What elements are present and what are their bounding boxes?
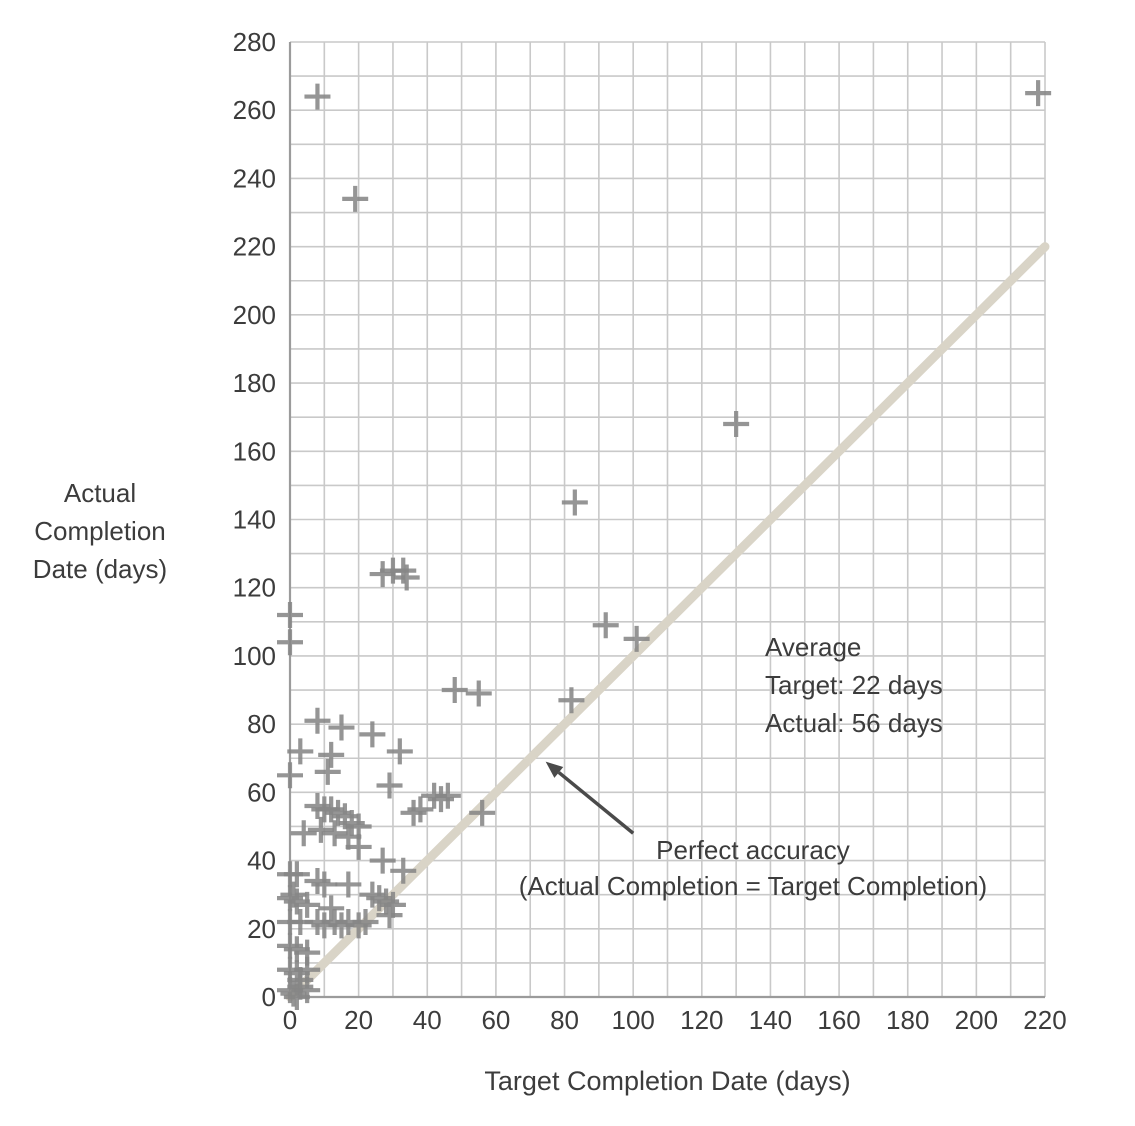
x-axis-title: Target Completion Date (days) [484,1066,851,1096]
data-point-marker [345,833,372,860]
data-point-marker [393,564,420,591]
average-stats-block: Average Target: 22 days Actual: 56 days [765,628,943,742]
y-tick-label: 280 [233,27,276,57]
y-tick-label: 60 [247,777,276,807]
y-axis-title: Actual Completion Date (days) [0,474,200,588]
data-point-marker [277,629,303,656]
data-point-marker [407,796,434,823]
data-point-marker [469,799,496,826]
perfect-accuracy-annotation: Perfect accuracy (Actual Completion = Ta… [448,832,1058,904]
data-point-marker [723,411,750,437]
annotation-line-1: Perfect accuracy [656,835,850,865]
data-point-marker [283,861,310,888]
y-tick-label: 140 [233,505,276,535]
y-tick-label: 80 [247,709,276,739]
data-point-marker [277,885,303,912]
data-point-marker [386,738,413,765]
y-axis-title-line: Date (days) [32,554,168,584]
x-tick-label: 0 [283,1005,297,1035]
data-point-marker [304,707,331,734]
data-point-marker [321,820,348,847]
x-tick-label: 100 [611,1005,654,1035]
data-point-marker [304,83,331,110]
data-point-marker [294,891,321,918]
x-tick-label: 40 [413,1005,442,1035]
y-tick-label: 200 [233,300,276,330]
data-point-marker [335,871,362,898]
annotation-line-2: (Actual Completion = Target Completion) [518,871,988,901]
y-tick-label: 120 [233,573,276,603]
average-actual-value: Actual: 56 days [765,708,943,738]
data-point-marker [376,902,403,929]
y-tick-label: 20 [247,914,276,944]
y-tick-label: 160 [233,436,276,466]
data-point-marker [623,625,650,652]
data-point-marker [283,984,310,1010]
x-tick-label: 160 [817,1005,860,1035]
x-tick-label: 80 [550,1005,579,1035]
data-point-marker [592,612,619,639]
y-axis-title-line: Completion [34,516,166,546]
x-tick-label: 220 [1023,1005,1066,1035]
y-axis-title-line: Actual [63,478,137,508]
y-tick-label: 260 [233,95,276,125]
data-point-marker [277,762,303,789]
average-target-value: Target: 22 days [765,670,943,700]
annotation-arrow-head [545,761,564,778]
data-point-marker [318,895,345,922]
data-point-marker [277,602,303,628]
data-point-marker [359,721,386,748]
y-tick-label: 180 [233,368,276,398]
data-point-marker [434,782,461,809]
data-point-marker [1025,80,1052,107]
data-point-marker [441,677,468,704]
data-point-marker [400,799,427,826]
data-point-marker [390,857,417,884]
data-point-marker [307,816,334,843]
y-tick-label: 0 [262,982,276,1012]
average-label: Average [765,632,862,662]
x-tick-label: 120 [680,1005,723,1035]
data-points [277,80,1052,1010]
y-tick-label: 100 [233,641,276,671]
data-point-marker [318,741,345,768]
data-point-marker [369,847,396,874]
data-point-marker [290,820,317,847]
data-point-marker [277,932,303,959]
y-tick-label: 240 [233,163,276,193]
data-point-marker [561,489,588,516]
x-tick-label: 180 [886,1005,929,1035]
data-point-marker [352,908,379,935]
annotation-arrow-shaft [557,771,635,835]
data-point-marker [328,714,355,741]
data-point-marker [376,772,403,799]
y-tick-label: 40 [247,846,276,876]
data-point-marker [314,758,341,785]
data-point-marker [304,868,331,895]
data-point-marker [311,871,338,898]
data-point-marker [304,793,331,819]
x-tick-label: 140 [749,1005,792,1035]
x-tick-label: 200 [955,1005,998,1035]
y-tick-label: 220 [233,232,276,262]
x-tick-label: 60 [481,1005,510,1035]
x-tick-label: 20 [344,1005,373,1035]
data-point-marker [558,687,585,714]
data-point-marker [287,738,314,765]
data-point-marker [342,185,369,212]
data-point-marker [465,680,492,707]
